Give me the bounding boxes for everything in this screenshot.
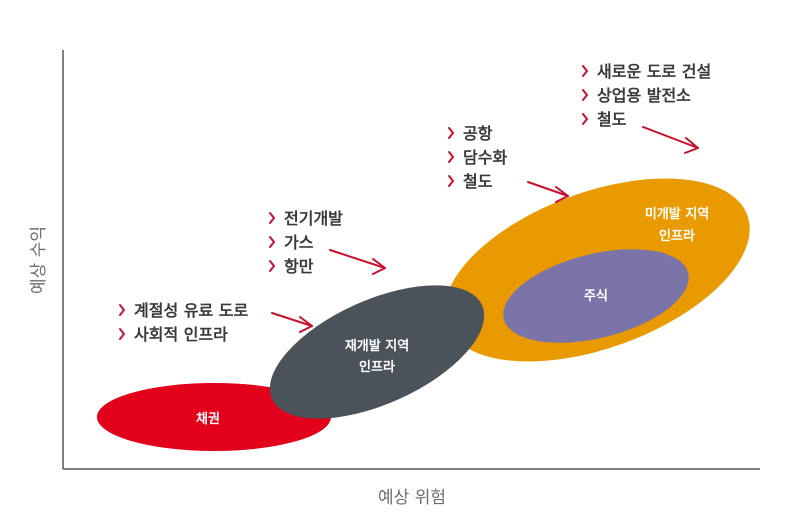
group2-item: 항만 (284, 257, 314, 276)
arrow-group1 (271, 312, 313, 333)
redevelopment-infra-ellipse (269, 285, 485, 419)
equities-label: 주식 (584, 288, 608, 304)
equities-ellipse (503, 249, 689, 343)
bullet-chevron-icon (582, 65, 588, 77)
bullet-chevron-icon (448, 151, 454, 163)
redevelopment-label-line1: 재개발 지역 (345, 338, 409, 354)
bullet-chevron-icon (119, 328, 125, 340)
arrow-group3 (527, 181, 569, 203)
group4-item: 상업용 발전소 (597, 86, 691, 105)
bonds-ellipse (97, 383, 331, 451)
group3-item: 공항 (463, 124, 493, 143)
y-axis-title: 예상 수익 (29, 226, 49, 294)
bullet-chevron-icon (119, 304, 125, 316)
group4-item: 철도 (597, 110, 627, 129)
arrow-group4 (642, 126, 699, 154)
undeveloped-label-line2: 인프라 (659, 228, 695, 244)
bonds-label: 채권 (196, 412, 220, 427)
bullet-chevron-icon (448, 127, 454, 139)
group4-item: 새로운 도로 건설 (597, 62, 711, 81)
group1-item: 사회적 인프라 (134, 325, 228, 344)
group2-item: 전기개발 (284, 209, 343, 228)
arrow-group2 (329, 249, 386, 275)
redevelopment-label-line2: 인프라 (359, 359, 395, 375)
group2-item: 가스 (284, 233, 314, 252)
group3-item: 담수화 (463, 148, 507, 167)
bullet-chevron-icon (448, 175, 454, 187)
bullet-chevron-icon (269, 260, 275, 272)
bullet-chevron-icon (269, 236, 275, 248)
bullet-chevron-icon (269, 212, 275, 224)
undeveloped-label-line1: 미개발 지역 (645, 206, 709, 222)
group1-item: 계절성 유료 도로 (134, 301, 248, 320)
bullet-chevron-icon (582, 113, 588, 125)
x-axis-title: 예상 위험 (378, 488, 446, 508)
group3-item: 철도 (463, 172, 493, 191)
bullet-chevron-icon (582, 89, 588, 101)
